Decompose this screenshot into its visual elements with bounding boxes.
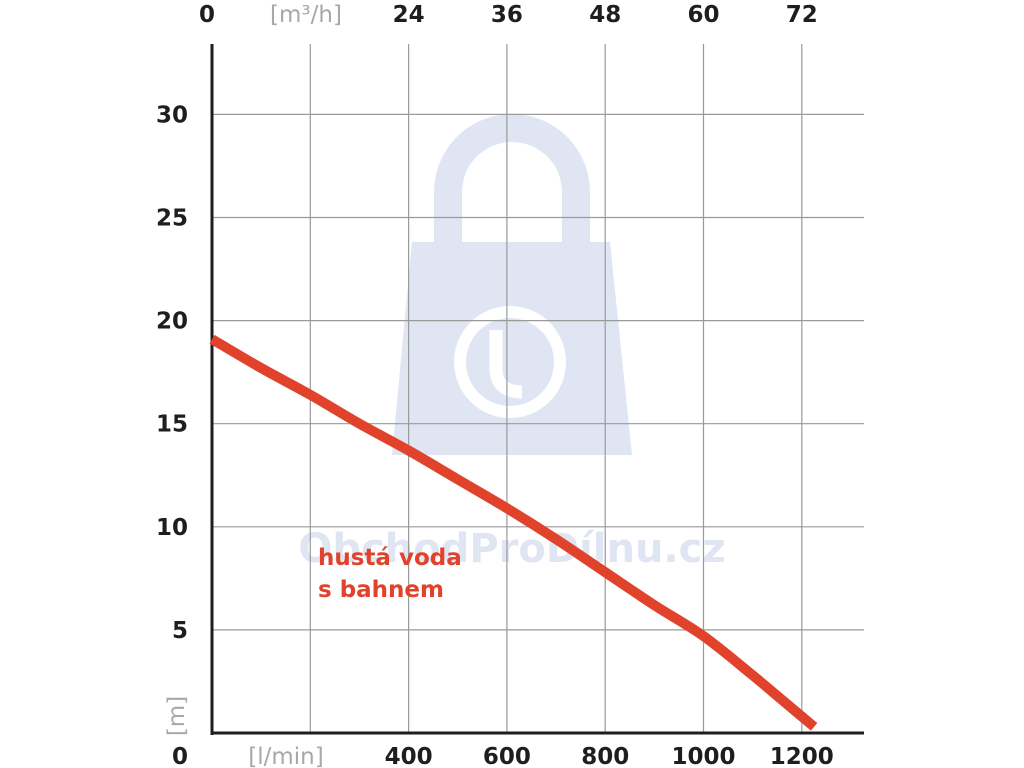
x-top-unit-label: [m³/h]: [270, 2, 342, 28]
x-top-tick-label: 60: [687, 2, 719, 28]
bottom-tick-labels: 400 600 800 1000 1200: [385, 744, 834, 768]
x-top-tick-label: 36: [491, 2, 523, 28]
x-tick-label: 600: [483, 744, 531, 768]
shopping-bag-wrench-icon: [392, 114, 632, 455]
series-line-husta-voda: [209, 334, 818, 731]
x-tick-label: 800: [581, 744, 629, 768]
x-top-tick-label: 48: [589, 2, 621, 28]
y-tick-label: 20: [156, 309, 188, 335]
x-top-tick-label: 72: [786, 2, 818, 28]
x-top-tick-label: 24: [393, 2, 425, 28]
x-tick-label: 1000: [671, 744, 735, 768]
series-label-line-1: hustá voda: [318, 545, 462, 571]
top-origin-label: 0: [199, 2, 215, 28]
y-tick-label: 15: [156, 412, 188, 438]
series-label-line-2: s bahnem: [318, 577, 444, 603]
y-tick-label: 5: [172, 618, 188, 644]
x-bottom-unit-label: [l/min]: [248, 744, 323, 768]
y-tick-labels: 5 10 15 20 25 30: [156, 102, 188, 644]
grid: [212, 44, 864, 733]
x-tick-label: 400: [385, 744, 433, 768]
top-tick-labels: 24 36 48 60 72: [393, 2, 818, 28]
y-unit-label: [m]: [164, 696, 190, 736]
watermark-text: ObchodProDílnu.cz: [298, 526, 725, 572]
y-tick-label: 10: [156, 515, 188, 541]
y-tick-label: 30: [156, 102, 188, 128]
x-origin-label: 0: [172, 744, 188, 768]
y-tick-label: 25: [156, 206, 188, 232]
x-tick-label: 1200: [770, 744, 834, 768]
watermark: ObchodProDílnu.cz: [298, 114, 726, 572]
